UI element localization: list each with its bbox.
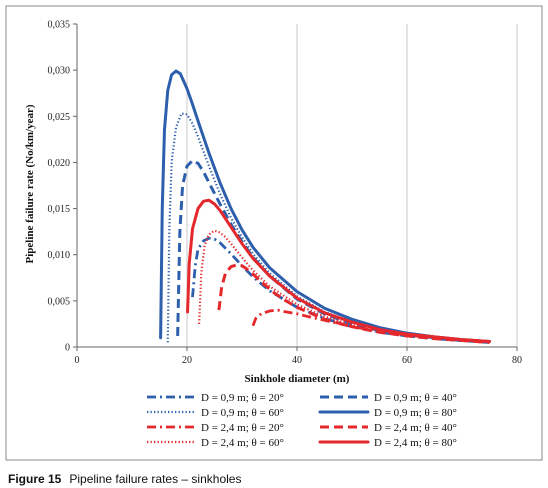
x-axis-label: Sinkhole diameter (m) — [245, 373, 350, 385]
legend: D = 0,9 m; θ = 20° D = 0,9 m; θ = 40° D = … — [147, 392, 457, 449]
caption: Figure 15 Pipeline failure rates – sinkh… — [8, 470, 241, 487]
y-tick-label: 0,020 — [48, 158, 71, 169]
series-line — [217, 263, 490, 344]
y-tick-label: 0,025 — [48, 112, 71, 123]
tick-labels: 0 20 40 60 80 0 0,005 0,010 0,015 0,020 0,025 0,030… — [48, 20, 523, 367]
x-tick-label: 40 — [292, 355, 302, 366]
series-line — [186, 198, 491, 343]
caption-label: Figure 15 — [8, 472, 62, 486]
y-tick-label: 0,015 — [48, 204, 71, 215]
caption-text: Pipeline failure rates – sinkholes — [69, 472, 241, 486]
x-tick-label: 0 — [75, 355, 80, 366]
y-tick-label: 0,005 — [48, 296, 71, 307]
y-axis-label: Pipeline failure rate (No/km/year) — [24, 104, 36, 263]
x-tick-label: 80 — [512, 355, 522, 366]
chart-frame — [5, 5, 543, 461]
y-tick-label: 0,030 — [48, 66, 71, 77]
legend-label: D = 0,9 m; θ = 20° — [201, 392, 284, 404]
axes — [73, 23, 518, 351]
legend-label: D = 0,9 m; θ = 60° — [201, 407, 284, 419]
y-tick-label: 0 — [65, 343, 70, 354]
legend-label: D = 2,4 m; θ = 20° — [201, 422, 284, 434]
legend-label: D = 2,4 m; θ = 60° — [201, 437, 284, 449]
y-tick-label: 0,035 — [48, 20, 71, 31]
legend-label: D = 2,4 m; θ = 40° — [374, 422, 457, 434]
x-tick-label: 60 — [402, 355, 412, 366]
y-tick-label: 0,010 — [48, 250, 71, 261]
series-lines — [159, 69, 491, 344]
legend-label: D = 0,9 m; θ = 40° — [374, 392, 457, 404]
legend-label: D = 0,9 m; θ = 80° — [374, 407, 457, 419]
x-tick-label: 20 — [182, 355, 192, 366]
series-line — [159, 69, 491, 343]
legend-label: D = 2,4 m; θ = 80° — [374, 437, 457, 449]
series-line — [251, 308, 490, 343]
